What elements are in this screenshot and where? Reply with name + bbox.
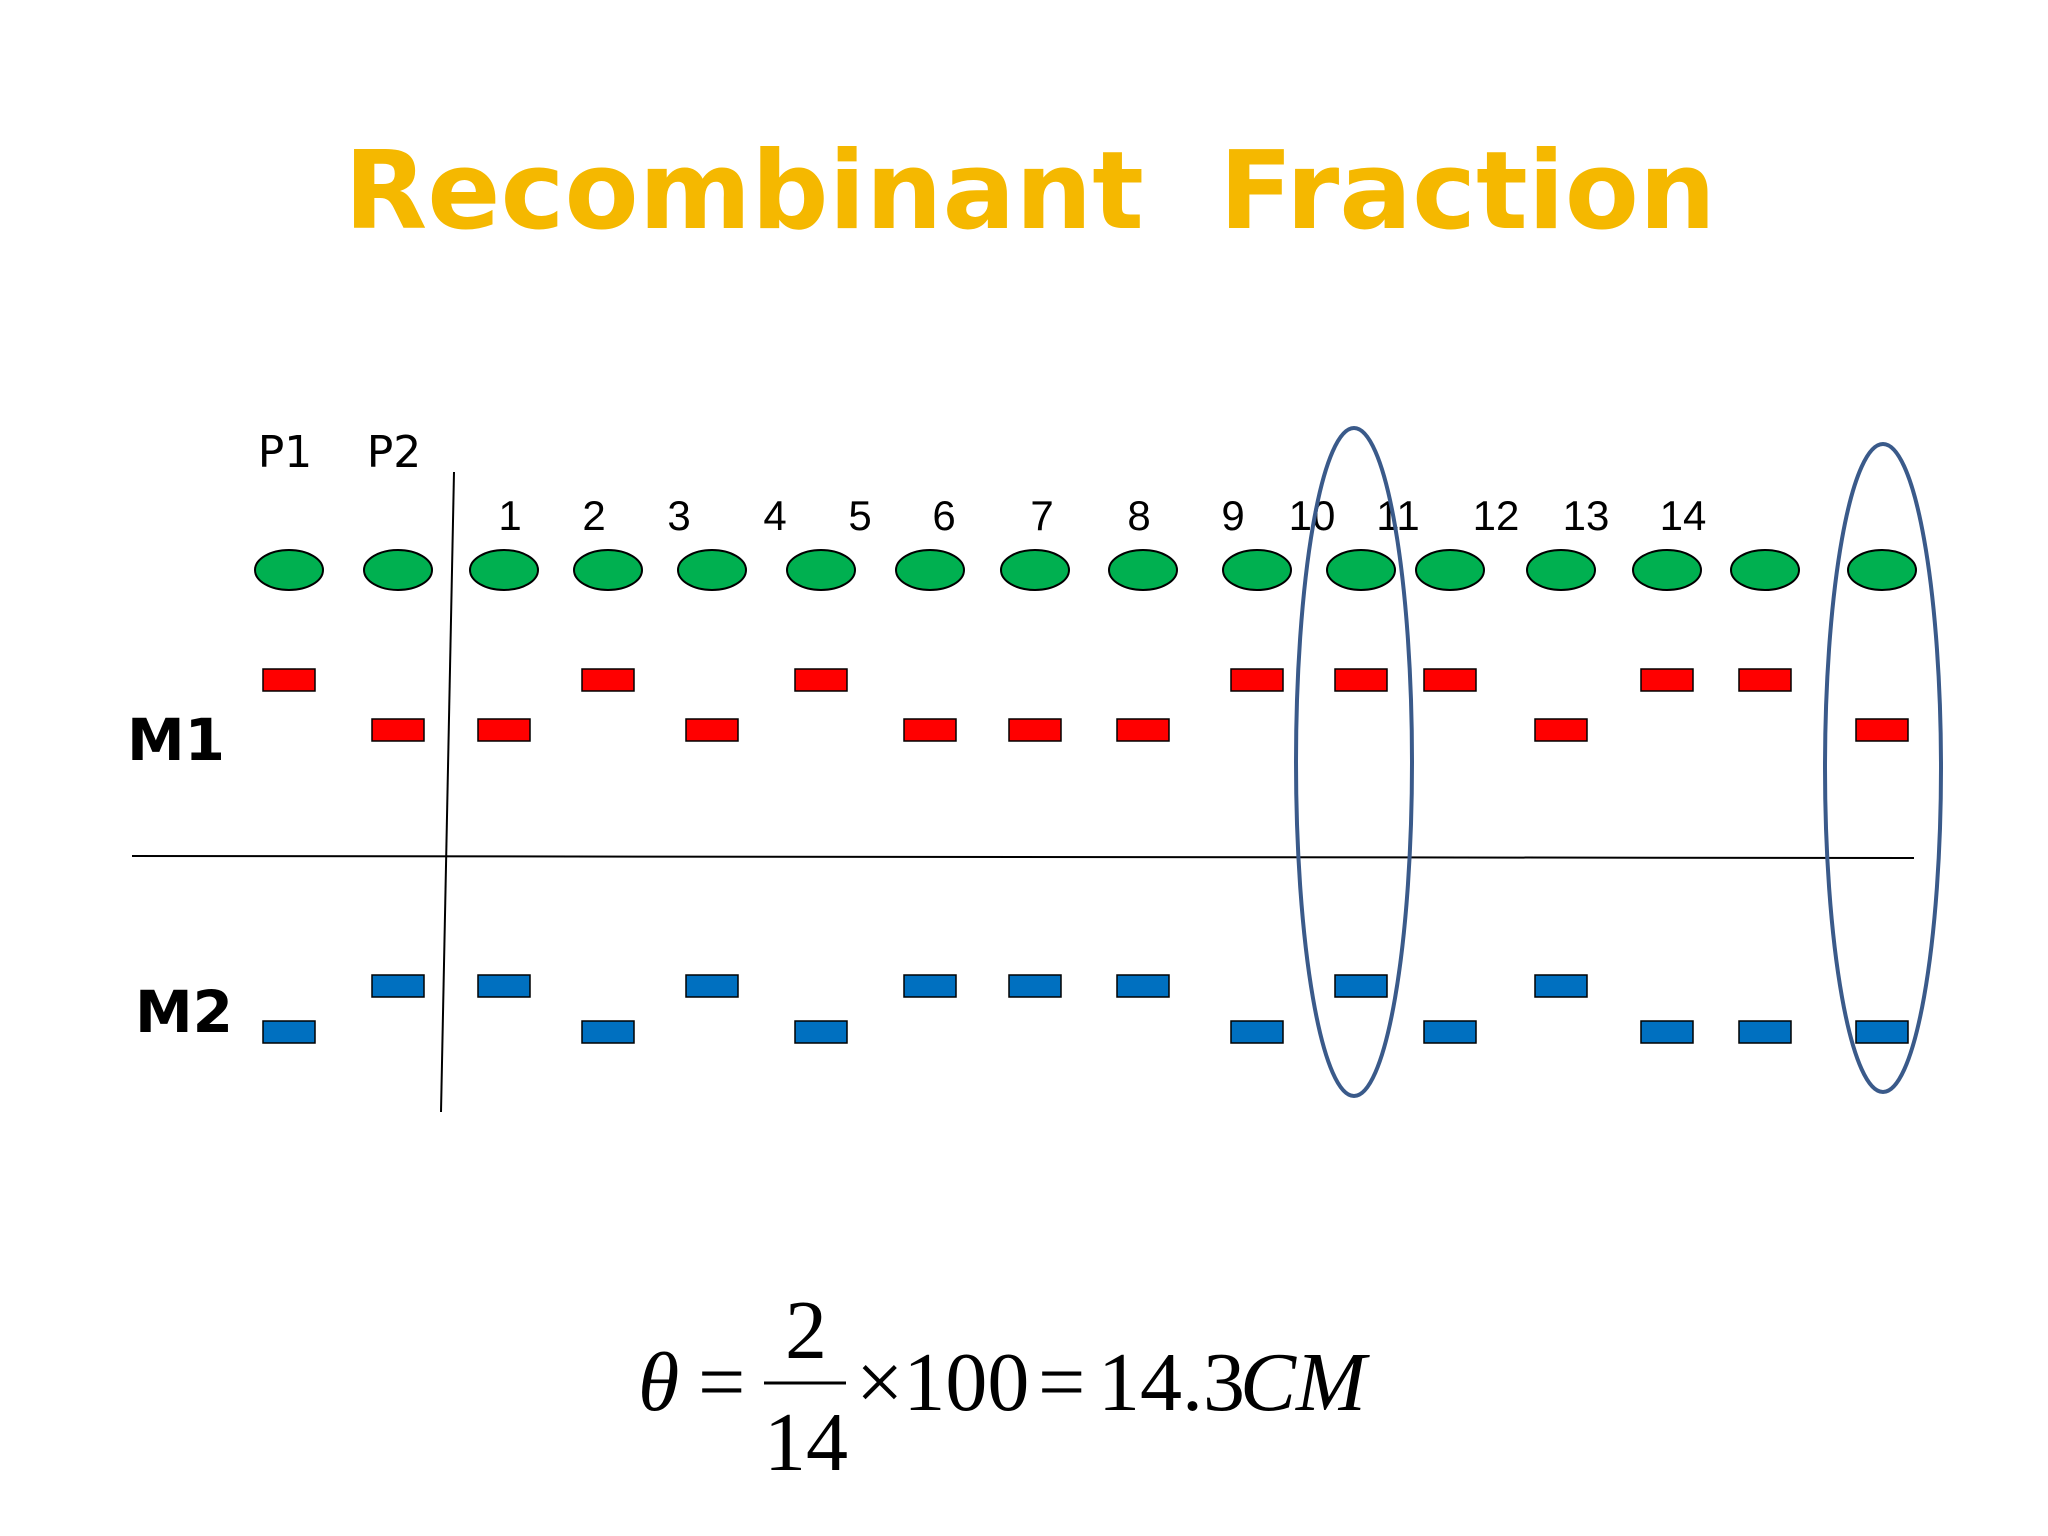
m2-band <box>1534 974 1588 998</box>
offspring-individual <box>1000 549 1070 591</box>
m1-band <box>1116 718 1170 742</box>
marker-label-m2: M2 <box>135 978 233 1046</box>
parent-offspring-divider <box>440 471 455 1113</box>
offspring-number: 2 <box>582 492 605 539</box>
m1-band <box>1738 668 1792 692</box>
m1-band <box>477 718 531 742</box>
offspring-individual <box>895 549 965 591</box>
m1-band <box>794 668 848 692</box>
offspring-number: 1 <box>498 492 521 539</box>
recombinant-highlights <box>1294 426 1943 1098</box>
formula-times: ×100 <box>856 1336 1029 1429</box>
m1-band <box>1423 668 1477 692</box>
offspring-number: 9 <box>1221 492 1244 539</box>
offspring-individual <box>1730 549 1800 591</box>
marker-label-m1: M1 <box>127 706 225 774</box>
offspring-number-row: 1 2 3 4 5 6 7 8 9 10 11 12 13 14 <box>498 492 1706 539</box>
offspring-individual <box>1326 549 1396 591</box>
offspring-individual <box>1526 549 1596 591</box>
marker-row-divider <box>131 855 1915 859</box>
m1-band <box>1534 718 1588 742</box>
recombinant-highlight-ellipse <box>1823 442 1943 1094</box>
recombinant-highlight-ellipse <box>1294 426 1414 1098</box>
offspring-individual <box>677 549 747 591</box>
recombination-formula: θ = 2 14 ×100 = 14.3 CM <box>638 1284 1370 1489</box>
m2-band <box>1116 974 1170 998</box>
m1-band-row <box>262 668 1909 742</box>
m1-band <box>1855 718 1909 742</box>
formula-numerator: 2 <box>785 1284 827 1377</box>
m1-band <box>262 668 316 692</box>
formula-theta: θ <box>638 1336 679 1429</box>
formula-denominator: 14 <box>764 1396 848 1489</box>
offspring-individual <box>573 549 643 591</box>
m2-band-row <box>262 974 1909 1044</box>
parent-label-p1: P1 <box>258 427 313 478</box>
m1-band <box>685 718 739 742</box>
offspring-number: 12 <box>1473 492 1520 539</box>
m2-band <box>262 1020 316 1044</box>
parent-individual <box>254 549 324 591</box>
m2-band <box>1855 1020 1909 1044</box>
m2-band <box>477 974 531 998</box>
m2-band <box>1640 1020 1694 1044</box>
parent-individual <box>363 549 433 591</box>
m1-band <box>581 668 635 692</box>
m1-band <box>903 718 957 742</box>
offspring-individual <box>1222 549 1292 591</box>
m1-band <box>1230 668 1284 692</box>
offspring-number: 14 <box>1660 492 1707 539</box>
m2-band <box>903 974 957 998</box>
m2-band <box>581 1020 635 1044</box>
individual-row <box>254 549 1917 591</box>
formula-equals-1: = <box>698 1336 745 1429</box>
offspring-number: 4 <box>763 492 786 539</box>
m1-band <box>1640 668 1694 692</box>
m2-band <box>1230 1020 1284 1044</box>
offspring-individual <box>469 549 539 591</box>
m1-band <box>371 718 425 742</box>
offspring-individual <box>1415 549 1485 591</box>
slide-title: Recombinant Fraction <box>344 129 1716 254</box>
offspring-number: 13 <box>1563 492 1610 539</box>
m2-band <box>1423 1020 1477 1044</box>
offspring-number: 3 <box>667 492 690 539</box>
formula-unit: CM <box>1240 1336 1370 1429</box>
m1-band <box>1008 718 1062 742</box>
offspring-number: 7 <box>1030 492 1053 539</box>
m2-band <box>371 974 425 998</box>
m2-band <box>1334 974 1388 998</box>
parent-label-p2: P2 <box>367 427 422 478</box>
offspring-individual <box>1108 549 1178 591</box>
m1-band <box>1334 668 1388 692</box>
offspring-individual <box>1847 549 1917 591</box>
offspring-number: 6 <box>932 492 955 539</box>
offspring-individual <box>786 549 856 591</box>
offspring-individual <box>1632 549 1702 591</box>
formula-equals-2: = <box>1038 1336 1085 1429</box>
offspring-number: 11 <box>1376 492 1420 539</box>
offspring-number: 5 <box>848 492 871 539</box>
m2-band <box>1008 974 1062 998</box>
m2-band <box>794 1020 848 1044</box>
formula-result: 14.3 <box>1098 1336 1245 1429</box>
offspring-number: 8 <box>1127 492 1150 539</box>
m2-band <box>1738 1020 1792 1044</box>
m2-band <box>685 974 739 998</box>
